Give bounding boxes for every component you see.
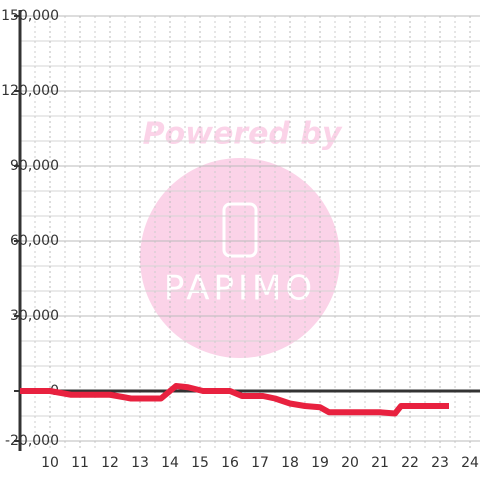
x-tick-label: 22 (401, 455, 419, 471)
y-tick-label: 30,000 (10, 308, 59, 324)
watermark-phone (222, 202, 258, 258)
y-tick-label: 60,000 (10, 233, 59, 249)
x-tick-label: 18 (281, 455, 299, 471)
x-tick-label: 16 (221, 455, 239, 471)
x-tick-label: 17 (251, 455, 269, 471)
x-tick-label: 23 (431, 455, 449, 471)
y-tick-label: -20,000 (5, 433, 59, 449)
x-tick-label: 20 (341, 455, 359, 471)
x-tick-label: 24 (461, 455, 479, 471)
watermark-text: Powered by (143, 117, 343, 152)
x-tick-label: 13 (131, 455, 149, 471)
watermark-logo: PAPIMO (164, 269, 316, 309)
x-tick-label: 19 (311, 455, 329, 471)
x-tick-label: 11 (71, 455, 89, 471)
y-tick-label: 150,000 (1, 8, 59, 24)
x-tick-label: 21 (371, 455, 389, 471)
x-tick-label: 15 (191, 455, 209, 471)
data-line (20, 383, 450, 417)
y-tick-label: 120,000 (1, 83, 59, 99)
x-tick-label: 10 (41, 455, 59, 471)
x-tick-label: 12 (101, 455, 119, 471)
x-tick-label: 14 (161, 455, 179, 471)
y-tick-label: 90,000 (10, 158, 59, 174)
